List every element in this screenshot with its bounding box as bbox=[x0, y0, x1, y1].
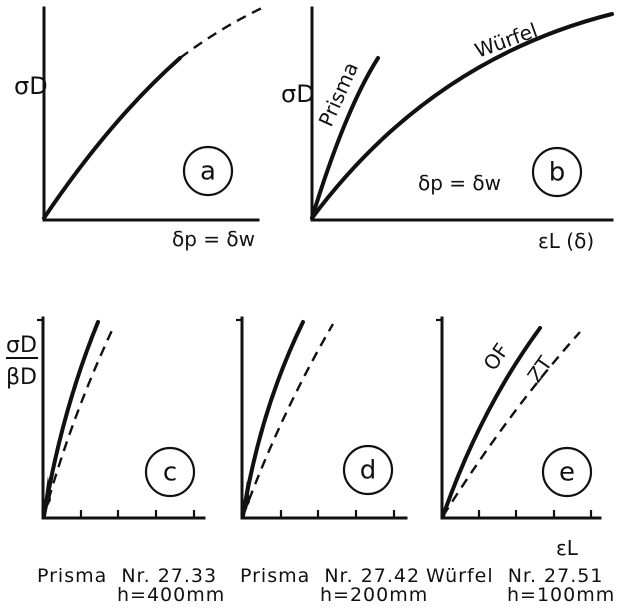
panel-e: OF ZT εL e bbox=[436, 316, 602, 560]
panel-a: σD δp = δw a bbox=[14, 6, 263, 251]
panel-a-badge-label: a bbox=[200, 157, 216, 187]
panel-b-wurfel-curve bbox=[310, 12, 614, 220]
panel-c-y-label-top: σD bbox=[6, 333, 37, 358]
panel-b-x-label: εL (δ) bbox=[538, 229, 594, 253]
panel-e-zt-curve bbox=[441, 331, 581, 517]
panel-b-prisma-curve bbox=[310, 56, 380, 220]
panel-b-prisma-label: Prisma bbox=[314, 58, 363, 130]
panel-e-zt-label: ZT bbox=[522, 351, 557, 387]
panel-d: d bbox=[236, 316, 408, 520]
panel-c-dashed-curve bbox=[42, 325, 116, 517]
panel-c-foot-fill bbox=[42, 476, 51, 518]
panel-d-badge-label: d bbox=[360, 456, 377, 486]
panel-a-x-label: δp = δw bbox=[172, 227, 255, 251]
panel-b-wurfel-label: Würfel bbox=[472, 18, 541, 63]
panel-d-badge bbox=[342, 444, 394, 496]
panel-c-solid-curve bbox=[42, 320, 100, 518]
panel-c-y-label-bottom: βD bbox=[6, 365, 37, 390]
panel-a-axes bbox=[42, 6, 260, 222]
panel-e-of-label: OF bbox=[478, 339, 513, 375]
panel-b-axes bbox=[310, 6, 614, 222]
panel-c-badge bbox=[144, 446, 196, 498]
panel-c-caption-line2: h=400mm bbox=[117, 584, 226, 606]
panel-e-of-curve bbox=[441, 326, 542, 518]
panel-e-axes bbox=[440, 316, 602, 520]
panel-d-dashed-curve bbox=[241, 323, 335, 517]
panel-a-badge bbox=[182, 145, 234, 197]
panel-e-x-label: εL bbox=[556, 536, 579, 560]
panel-e-caption-line1: Würfel Nr. 27.51 bbox=[426, 565, 604, 587]
panel-a-y-label: σD bbox=[14, 72, 48, 100]
panel-c-badge-label: c bbox=[163, 458, 177, 488]
panel-e-badge bbox=[541, 446, 593, 498]
panel-c-caption-line1: Prisma Nr. 27.33 bbox=[37, 565, 218, 587]
panel-e-badge-label: e bbox=[559, 458, 575, 488]
panel-d-solid-curve bbox=[241, 320, 305, 518]
panel-d-caption-line1: Prisma Nr. 27.42 bbox=[240, 565, 421, 587]
panel-a-solid-curve bbox=[42, 56, 182, 220]
panel-b-badge-label: b bbox=[549, 158, 566, 188]
panel-b-badge bbox=[531, 146, 583, 198]
panel-b-inner-label: δp = δw bbox=[418, 171, 501, 195]
panel-e-caption-line2: h=100mm bbox=[507, 584, 616, 606]
panel-c-axes bbox=[41, 316, 206, 520]
panel-d-caption-line2: h=200mm bbox=[320, 584, 429, 606]
panel-d-foot-fill bbox=[241, 480, 250, 518]
panel-b: σD Prisma Würfel δp = δw εL (δ) b bbox=[281, 6, 614, 253]
panel-c: σD βD c bbox=[6, 316, 206, 520]
panel-b-y-label: σD bbox=[281, 80, 315, 108]
panel-a-dashed-curve bbox=[179, 6, 263, 59]
panel-d-axes bbox=[240, 316, 408, 520]
